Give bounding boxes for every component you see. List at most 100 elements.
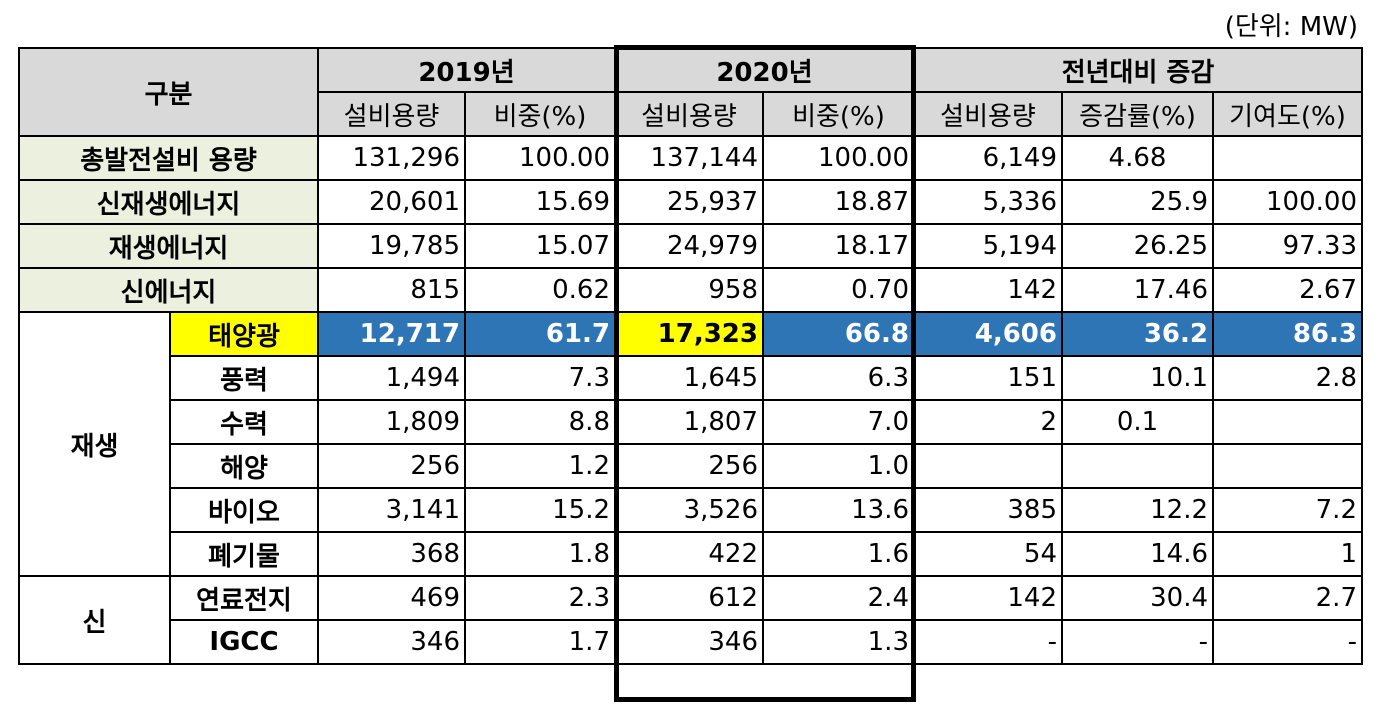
- table-cell: 19,785: [317, 223, 466, 269]
- group-label-new: 신: [18, 575, 171, 665]
- table-cell: 100.00: [762, 135, 915, 181]
- table-cell: 54: [913, 531, 1063, 577]
- table-cell: 469: [317, 575, 466, 621]
- table-cell: 2.8: [1212, 355, 1363, 401]
- table-cell: -: [1061, 619, 1214, 665]
- table-cell: 15.2: [464, 487, 616, 533]
- table-cell: 26.25: [1061, 223, 1214, 269]
- table-row: 폐기물 368 1.8 422 1.6 54 14.6 1: [19, 531, 1363, 577]
- table-cell: 3,141: [317, 487, 466, 533]
- table-cell: 12,717: [317, 311, 466, 357]
- table-cell: 131,296: [317, 135, 466, 181]
- row-label: 해양: [169, 443, 319, 489]
- table-cell: 86.3: [1212, 311, 1363, 357]
- table-cell: 1,645: [614, 355, 764, 401]
- table-cell: 10.1: [1061, 355, 1214, 401]
- table-cell: 4,606: [913, 311, 1063, 357]
- row-label: 신에너지: [18, 267, 319, 313]
- table-cell: 7.2: [1212, 487, 1363, 533]
- table-cell: -: [913, 619, 1063, 665]
- table-cell: 5,336: [913, 179, 1063, 225]
- table-cell: [913, 443, 1063, 489]
- table-cell: 6.3: [762, 355, 915, 401]
- table-cell: 346: [317, 619, 466, 665]
- table-cell: 15.07: [464, 223, 616, 269]
- table-cell: 25.9: [1061, 179, 1214, 225]
- category-header: 구분: [18, 47, 319, 137]
- table-cell: [1212, 135, 1363, 181]
- year-2020-header: 2020년: [614, 47, 915, 93]
- share-2020-header: 비중(%): [762, 91, 915, 137]
- table-cell: 8.8: [464, 399, 616, 445]
- row-label: 재생에너지: [18, 223, 319, 269]
- row-label: 풍력: [169, 355, 319, 401]
- table-cell: [1061, 443, 1214, 489]
- table-cell: 612: [614, 575, 764, 621]
- table-cell: 958: [614, 267, 764, 313]
- group-label-renewable: 재생: [18, 311, 171, 577]
- table-cell: 1: [1212, 531, 1363, 577]
- header-row-1: 구분 2019년 2020년 전년대비 증감: [18, 47, 1363, 137]
- table-cell: 30.4: [1061, 575, 1214, 621]
- table-cell: 1.3: [762, 619, 915, 665]
- table-cell: 256: [317, 443, 466, 489]
- table-cell: 1.2: [464, 443, 616, 489]
- table-row: 신재생에너지 20,601 15.69 25,937 18.87 5,336 2…: [18, 179, 1363, 225]
- table-cell: 1,809: [317, 399, 466, 445]
- table-cell: 100.00: [464, 135, 616, 181]
- table-cell: 0.62: [464, 267, 616, 313]
- table-cell: 97.33: [1212, 223, 1363, 269]
- table-cell: 142: [913, 575, 1063, 621]
- table-cell: 18.17: [762, 223, 915, 269]
- row-label: 폐기물: [169, 531, 319, 577]
- table-cell: 346: [614, 619, 764, 665]
- table-cell: [1212, 443, 1363, 489]
- contribution-header: 기여도(%): [1212, 91, 1363, 137]
- table-cell: 422: [614, 531, 764, 577]
- year-2019-header: 2019년: [317, 47, 616, 93]
- table-cell: 142: [913, 267, 1063, 313]
- table-row: 총발전설비 용량 131,296 100.00 137,144 100.00 6…: [18, 135, 1363, 181]
- table-cell: 4.68: [1061, 135, 1214, 181]
- table-cell: 256: [614, 443, 764, 489]
- capacity-table: 구분 2019년 2020년 전년대비 증감 설비용량 비중(%) 설비용량 비…: [18, 47, 1363, 665]
- capacity-change-header: 설비용량: [913, 91, 1063, 137]
- table-cell: 100.00: [1212, 179, 1363, 225]
- row-label: 총발전설비 용량: [18, 135, 319, 181]
- row-label: 연료전지: [169, 575, 319, 621]
- table-row: 신 연료전지 469 2.3 612 2.4 142 30.4 2.7: [18, 575, 1363, 665]
- table-cell: 0.70: [762, 267, 915, 313]
- share-2019-header: 비중(%): [464, 91, 616, 137]
- table-cell: 66.8: [762, 311, 915, 357]
- table-cell: 24,979: [614, 223, 764, 269]
- table-cell: 25,937: [614, 179, 764, 225]
- row-label: 신재생에너지: [18, 179, 319, 225]
- table-cell: 17,323: [614, 311, 764, 357]
- table-row: 풍력 1,494 7.3 1,645 6.3 151 10.1 2.8: [19, 355, 1363, 401]
- table-cell: -: [1212, 619, 1363, 665]
- row-label: IGCC: [169, 619, 319, 665]
- table-cell: 7.0: [762, 399, 915, 445]
- table-cell: 2.4: [762, 575, 915, 621]
- table-cell: 385: [913, 487, 1063, 533]
- table-cell: 6,149: [913, 135, 1063, 181]
- table-cell: 3,526: [614, 487, 764, 533]
- header-row-2: 설비용량 비중(%) 설비용량 비중(%) 설비용량 증감률(%) 기여도(%): [19, 91, 1363, 137]
- table-cell: 151: [913, 355, 1063, 401]
- table-cell: 15.69: [464, 179, 616, 225]
- row-label: 태양광: [169, 311, 319, 357]
- table-cell: 5,194: [913, 223, 1063, 269]
- table-cell: 368: [317, 531, 466, 577]
- table-cell: 36.2: [1061, 311, 1214, 357]
- row-label: 수력: [169, 399, 319, 445]
- table-row: 해양 256 1.2 256 1.0: [19, 443, 1363, 489]
- table-cell: 1.6: [762, 531, 915, 577]
- table-cell: 1.8: [464, 531, 616, 577]
- table-row: IGCC 346 1.7 346 1.3 - - -: [19, 619, 1363, 665]
- table-cell: 13.6: [762, 487, 915, 533]
- table-cell: 1.0: [762, 443, 915, 489]
- table-cell: 7.3: [464, 355, 616, 401]
- table-cell: 61.7: [464, 311, 616, 357]
- table-cell: 1,807: [614, 399, 764, 445]
- change-header: 전년대비 증감: [913, 47, 1363, 93]
